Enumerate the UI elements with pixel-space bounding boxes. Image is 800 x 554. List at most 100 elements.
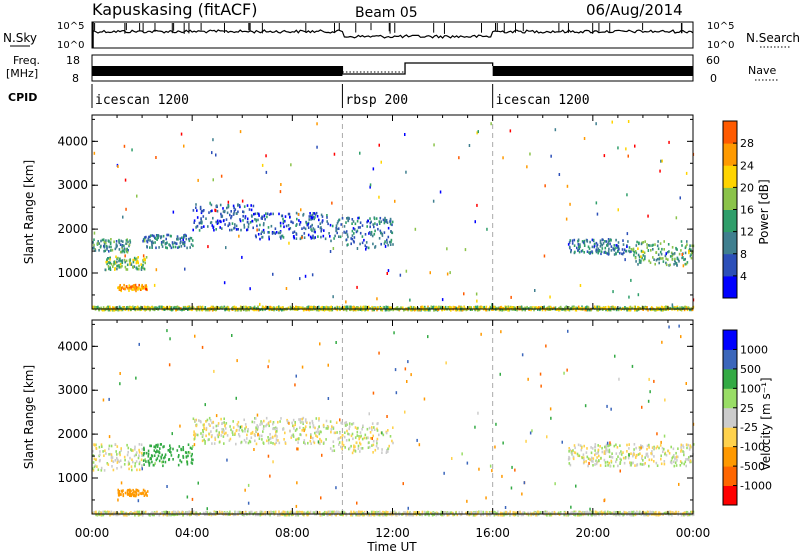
data-cell bbox=[198, 221, 201, 225]
data-cell bbox=[388, 308, 390, 312]
data-cell bbox=[586, 510, 589, 514]
data-cell bbox=[365, 241, 368, 244]
data-cell bbox=[233, 226, 236, 229]
data-cell bbox=[391, 220, 394, 224]
data-cell bbox=[272, 427, 274, 431]
data-cell bbox=[136, 488, 139, 492]
data-cell bbox=[179, 240, 182, 243]
data-cell bbox=[623, 248, 626, 251]
data-cell bbox=[681, 461, 683, 465]
data-cell bbox=[151, 454, 154, 458]
data-cell bbox=[335, 511, 337, 514]
data-cell bbox=[93, 306, 96, 309]
data-cell bbox=[588, 308, 591, 312]
data-cell bbox=[359, 226, 361, 229]
data-cell bbox=[597, 448, 600, 452]
data-cell bbox=[313, 217, 315, 221]
data-cell bbox=[333, 152, 336, 156]
data-cell bbox=[201, 435, 204, 438]
data-cell bbox=[600, 242, 602, 246]
data-cell bbox=[452, 511, 455, 515]
data-cell bbox=[143, 511, 145, 515]
data-cell bbox=[265, 170, 268, 174]
data-cell bbox=[603, 511, 605, 515]
data-cell bbox=[593, 242, 596, 246]
data-cell bbox=[654, 308, 657, 312]
data-cell bbox=[119, 243, 122, 246]
data-cell bbox=[296, 513, 298, 517]
data-cell bbox=[269, 437, 271, 441]
data-cell bbox=[145, 284, 147, 287]
data-cell bbox=[364, 308, 366, 312]
data-cell bbox=[252, 204, 255, 208]
data-cell bbox=[145, 460, 147, 463]
data-cell bbox=[308, 218, 310, 221]
data-cell bbox=[684, 246, 687, 250]
data-cell bbox=[644, 462, 646, 465]
data-cell bbox=[105, 452, 107, 455]
data-cell bbox=[657, 513, 660, 517]
data-cell bbox=[92, 454, 95, 457]
data-cell bbox=[439, 190, 442, 194]
data-cell bbox=[604, 461, 607, 464]
data-cell bbox=[124, 254, 126, 258]
data-cell bbox=[647, 214, 649, 218]
data-cell bbox=[375, 444, 378, 448]
data-cell bbox=[441, 298, 444, 302]
data-cell bbox=[259, 308, 261, 311]
data-cell bbox=[390, 513, 393, 517]
data-cell bbox=[197, 178, 199, 182]
data-cell bbox=[568, 450, 570, 453]
data-cell bbox=[675, 246, 677, 250]
data-cell bbox=[436, 305, 438, 309]
data-cell bbox=[374, 245, 377, 248]
data-cell bbox=[261, 421, 263, 425]
data-cell bbox=[386, 272, 388, 275]
data-cell bbox=[135, 460, 138, 463]
data-cell bbox=[468, 305, 471, 309]
data-cell bbox=[501, 511, 503, 515]
data-cell bbox=[164, 460, 167, 464]
data-cell bbox=[582, 453, 585, 456]
data-cell bbox=[461, 308, 464, 312]
data-cell bbox=[169, 308, 171, 311]
data-cell bbox=[627, 154, 629, 158]
data-cell bbox=[181, 308, 183, 312]
data-cell bbox=[310, 215, 312, 219]
data-cell bbox=[93, 457, 96, 461]
data-cell bbox=[310, 218, 312, 221]
data-cell bbox=[608, 239, 611, 242]
data-cell bbox=[573, 306, 576, 310]
data-cell bbox=[259, 237, 261, 241]
data-cell bbox=[135, 289, 137, 293]
data-cell bbox=[217, 422, 220, 425]
data-cell bbox=[149, 306, 151, 310]
data-cell bbox=[195, 511, 197, 515]
data-cell bbox=[589, 240, 591, 244]
data-cell bbox=[258, 434, 261, 437]
data-cell bbox=[371, 307, 374, 310]
data-cell bbox=[303, 441, 305, 444]
data-cell bbox=[689, 444, 691, 447]
data-cell bbox=[310, 225, 312, 228]
data-cell bbox=[493, 305, 495, 309]
data-cell bbox=[118, 493, 121, 496]
data-cell bbox=[390, 230, 392, 233]
data-cell bbox=[690, 248, 692, 252]
data-cell bbox=[249, 287, 251, 291]
data-cell bbox=[674, 461, 677, 464]
data-cell bbox=[115, 261, 117, 264]
data-cell bbox=[205, 308, 208, 312]
data-cell bbox=[421, 510, 424, 514]
data-cell bbox=[671, 303, 674, 307]
data-cell bbox=[356, 285, 358, 289]
data-cell bbox=[289, 227, 292, 230]
data-cell bbox=[190, 307, 192, 310]
data-cell bbox=[200, 211, 203, 215]
data-cell bbox=[130, 263, 133, 266]
data-cell bbox=[610, 459, 613, 463]
data-cell bbox=[684, 511, 686, 515]
data-cell bbox=[626, 443, 628, 447]
data-cell bbox=[215, 510, 217, 514]
data-cell bbox=[326, 216, 328, 219]
